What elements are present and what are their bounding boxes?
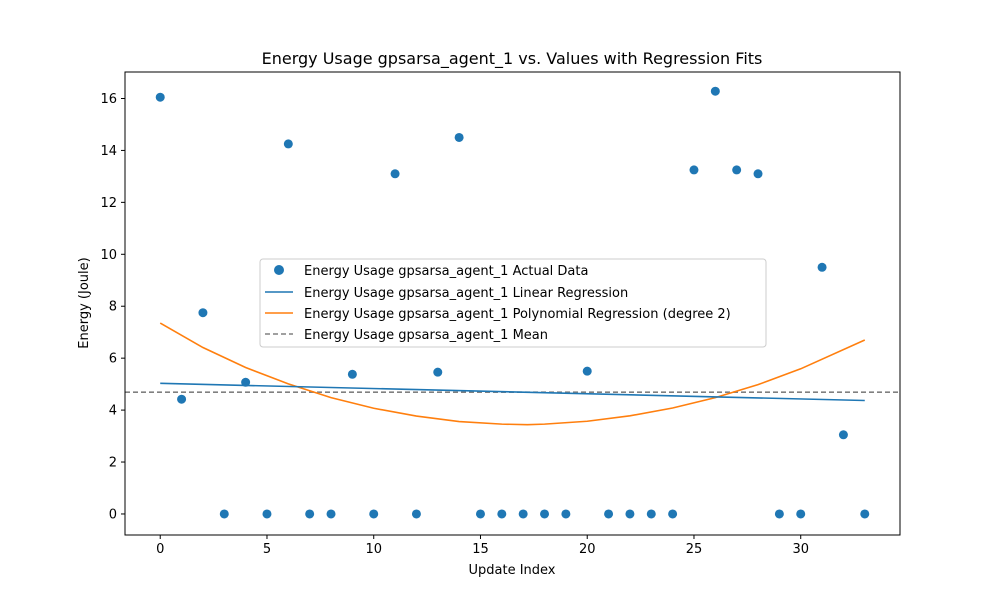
- legend: Energy Usage gpsarsa_agent_1 Actual Data…: [259, 258, 767, 348]
- data-point: [796, 509, 806, 519]
- data-point: [433, 367, 443, 377]
- data-point: [283, 139, 293, 149]
- data-point: [262, 509, 272, 519]
- data-point: [369, 509, 379, 519]
- data-point: [241, 377, 251, 387]
- data-point: [540, 509, 550, 519]
- legend-box: [259, 258, 767, 348]
- data-point: [838, 430, 848, 440]
- y-axis-label: Energy (Joule): [77, 257, 92, 348]
- data-point: [326, 509, 336, 519]
- x-axis-ticks: 0 5 10 15 20 25 30: [156, 535, 809, 557]
- data-point: [732, 165, 742, 175]
- data-point: [625, 509, 635, 519]
- data-point: [475, 509, 485, 519]
- data-point: [753, 169, 763, 179]
- legend-mean-label: Energy Usage gpsarsa_agent_1 Mean: [304, 328, 548, 343]
- legend-actual-marker: [274, 265, 284, 275]
- x-tick-label: 25: [686, 542, 703, 557]
- data-point: [668, 509, 678, 519]
- data-point: [774, 509, 784, 519]
- x-tick-label: 5: [263, 542, 271, 557]
- data-point: [497, 509, 507, 519]
- x-tick-label: 0: [156, 542, 164, 557]
- data-point: [305, 509, 315, 519]
- data-point: [817, 262, 827, 272]
- legend-actual-label: Energy Usage gpsarsa_agent_1 Actual Data: [304, 264, 588, 279]
- data-point: [860, 509, 870, 519]
- data-point: [604, 509, 614, 519]
- chart-title: Energy Usage gpsarsa_agent_1 vs. Values …: [262, 49, 763, 69]
- data-point: [198, 308, 208, 318]
- y-tick-label: 14: [100, 144, 117, 159]
- x-tick-label: 15: [472, 542, 489, 557]
- data-point: [219, 509, 229, 519]
- x-tick-label: 10: [365, 542, 382, 557]
- y-tick-label: 8: [109, 300, 117, 315]
- legend-poly-label: Energy Usage gpsarsa_agent_1 Polynomial …: [304, 307, 731, 322]
- data-point: [561, 509, 571, 519]
- legend-linear-label: Energy Usage gpsarsa_agent_1 Linear Regr…: [304, 286, 628, 301]
- data-point: [518, 509, 528, 519]
- polynomial-regression-line: [159, 322, 866, 426]
- data-point: [582, 366, 592, 376]
- y-tick-label: 12: [100, 196, 117, 211]
- data-point: [454, 132, 464, 142]
- x-axis-label: Update Index: [468, 563, 555, 578]
- data-point: [390, 169, 400, 179]
- linear-regression-line: [160, 382, 865, 402]
- series-layer: [125, 86, 900, 519]
- y-tick-label: 4: [109, 404, 117, 419]
- data-point: [177, 394, 187, 404]
- data-point: [689, 165, 699, 175]
- y-axis-ticks: 0 2 4 6 8 10 12 14 16: [100, 92, 125, 522]
- y-tick-label: 2: [109, 456, 117, 471]
- data-point: [646, 509, 656, 519]
- y-tick-label: 6: [109, 352, 117, 367]
- data-point: [347, 369, 357, 379]
- data-point: [411, 509, 421, 519]
- data-point: [710, 86, 720, 96]
- x-tick-label: 30: [792, 542, 809, 557]
- plot-frame: [124, 71, 901, 536]
- y-tick-label: 10: [100, 248, 117, 263]
- y-tick-label: 0: [109, 507, 117, 522]
- x-tick-label: 20: [579, 542, 596, 557]
- y-tick-label: 16: [100, 92, 117, 107]
- data-point: [155, 92, 165, 102]
